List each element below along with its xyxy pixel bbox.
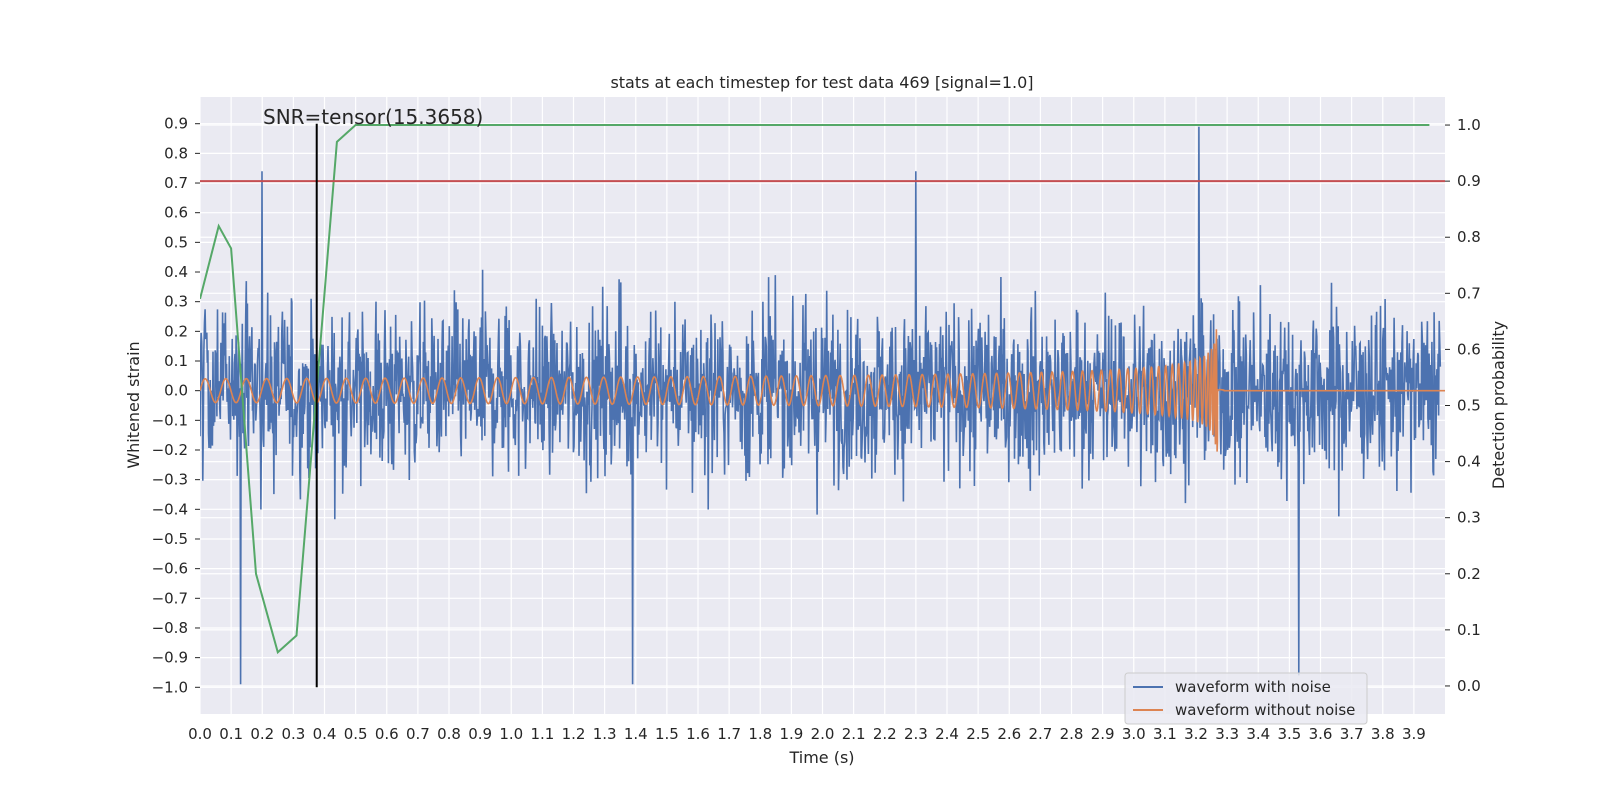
y-right-tick-label: 0.3 <box>1457 509 1481 527</box>
y-left-tick-label: −0.4 <box>152 500 188 518</box>
y-left-tick-label: −0.8 <box>152 619 188 637</box>
x-tick-label: 1.1 <box>530 725 554 743</box>
x-tick-label: 3.9 <box>1402 725 1426 743</box>
y-left-tick-label: 0.6 <box>164 204 188 222</box>
series-waveform-without-noise <box>200 329 1445 452</box>
chart-title: stats at each timestep for test data 469… <box>610 73 1033 92</box>
legend: waveform with noise waveform without noi… <box>1124 672 1368 725</box>
x-tick-label: 1.9 <box>779 725 803 743</box>
x-tick-label: 2.9 <box>1091 725 1115 743</box>
y-left-tick-label: 0.1 <box>164 352 188 370</box>
x-axis-label: Time (s) <box>788 748 854 767</box>
x-tick-label: 1.2 <box>562 725 586 743</box>
x-tick-label: 3.3 <box>1215 725 1239 743</box>
x-tick-label: 0.3 <box>281 725 305 743</box>
y-right-tick-label: 0.0 <box>1457 677 1481 695</box>
y-left-tick-label: 0.7 <box>164 174 188 192</box>
x-tick-label: 0.2 <box>250 725 274 743</box>
y-left-tick-label: 0.0 <box>164 382 188 400</box>
clean-waveform-line <box>200 329 1445 452</box>
x-tick-label: 0.0 <box>188 725 212 743</box>
snr-annotation: SNR=tensor(15.3658) <box>263 105 483 129</box>
legend-label-noisy: waveform with noise <box>1175 678 1331 696</box>
legend-label-clean: waveform without noise <box>1175 701 1355 719</box>
probability-line <box>200 124 1430 655</box>
x-tick-label: 1.8 <box>748 725 772 743</box>
x-tick-label: 1.4 <box>624 725 648 743</box>
x-tick-label: 3.0 <box>1122 725 1146 743</box>
x-tick-label: 0.6 <box>375 725 399 743</box>
y-axis-label-right: Detection probability <box>1489 321 1508 489</box>
y-left-tick-label: 0.8 <box>164 144 188 162</box>
x-tick-label: 3.7 <box>1340 725 1364 743</box>
x-tick-label: 3.4 <box>1246 725 1270 743</box>
x-tick-label: 2.6 <box>997 725 1021 743</box>
x-tick-label: 3.8 <box>1371 725 1395 743</box>
x-tick-label: 3.2 <box>1184 725 1208 743</box>
y-left-tick-label: −0.3 <box>152 471 188 489</box>
x-tick-label: 2.7 <box>1028 725 1052 743</box>
x-tick-label: 0.5 <box>344 725 368 743</box>
x-tick-label: 1.7 <box>717 725 741 743</box>
x-tick-label: 3.1 <box>1153 725 1177 743</box>
series-waveform-with-noise <box>200 126 1442 685</box>
legend-box <box>1124 672 1368 725</box>
noisy-waveform-line <box>200 126 1442 685</box>
y-right-tick-label: 0.8 <box>1457 228 1481 246</box>
y-left-tick-label: −0.7 <box>152 589 188 607</box>
y-left-tick-label: −0.2 <box>152 441 188 459</box>
x-tick-label: 2.2 <box>873 725 897 743</box>
y-left-tick-label: −0.9 <box>152 649 188 667</box>
y-left-tick-label: −1.0 <box>152 678 188 696</box>
y-left-tick-label: 0.5 <box>164 233 188 251</box>
x-tick-label: 1.5 <box>655 725 679 743</box>
x-tick-label: 1.0 <box>499 725 523 743</box>
x-tick-label: 2.5 <box>966 725 990 743</box>
x-tick-label: 0.7 <box>406 725 430 743</box>
x-tick-label: 0.1 <box>219 725 243 743</box>
y-axis-label-left: Whitened strain <box>124 341 143 468</box>
x-tick-label: 2.3 <box>904 725 928 743</box>
y-left-tick-label: 0.9 <box>164 115 188 133</box>
x-tick-label: 2.1 <box>842 725 866 743</box>
y-right-tick-label: 0.4 <box>1457 453 1481 471</box>
y-left-tick-label: −0.6 <box>152 560 188 578</box>
x-tick-label: 2.4 <box>935 725 959 743</box>
y-right-tick-label: 0.1 <box>1457 621 1481 639</box>
y-right-tick-label: 0.5 <box>1457 397 1481 415</box>
series-detection-probability <box>200 124 1430 655</box>
y-right-tick-label: 0.2 <box>1457 565 1481 583</box>
x-tick-label: 0.8 <box>437 725 461 743</box>
y-left-tick-label: 0.3 <box>164 293 188 311</box>
y-right-tick-label: 1.0 <box>1457 116 1481 134</box>
y-left-tick-label: −0.5 <box>152 530 188 548</box>
y-right-tick-labels: 1.0 0.9 0.8 0.7 0.6 0.5 0.4 0.3 0.2 0.1 0.0 <box>1457 116 1481 695</box>
x-tick-label: 2.0 <box>811 725 835 743</box>
x-tick-label: 3.5 <box>1277 725 1301 743</box>
x-tick-label: 0.9 <box>468 725 492 743</box>
y-left-tick-label: 0.2 <box>164 322 188 340</box>
y-right-tick-label: 0.7 <box>1457 284 1481 302</box>
y-left-tick-label: 0.4 <box>164 263 188 281</box>
x-tick-label: 0.4 <box>313 725 337 743</box>
x-tick-label: 3.6 <box>1309 725 1333 743</box>
x-tick-label: 1.6 <box>686 725 710 743</box>
y-right-tick-label: 0.9 <box>1457 172 1481 190</box>
x-tick-label: 2.8 <box>1060 725 1084 743</box>
y-left-tick-labels: 0.9 0.8 0.7 0.6 0.5 0.4 0.3 0.2 0.1 0.0 −0.1 −0.2 −0… <box>152 115 188 697</box>
x-tick-label: 1.3 <box>593 725 617 743</box>
y-right-tick-label: 0.6 <box>1457 340 1481 358</box>
y-left-tick-label: −0.1 <box>152 411 188 429</box>
x-tick-labels: 0.0 0.1 0.2 0.3 0.4 0.5 0.6 0.7 0.8 0.9 1.0 1.1 1.2 1… <box>188 725 1426 743</box>
